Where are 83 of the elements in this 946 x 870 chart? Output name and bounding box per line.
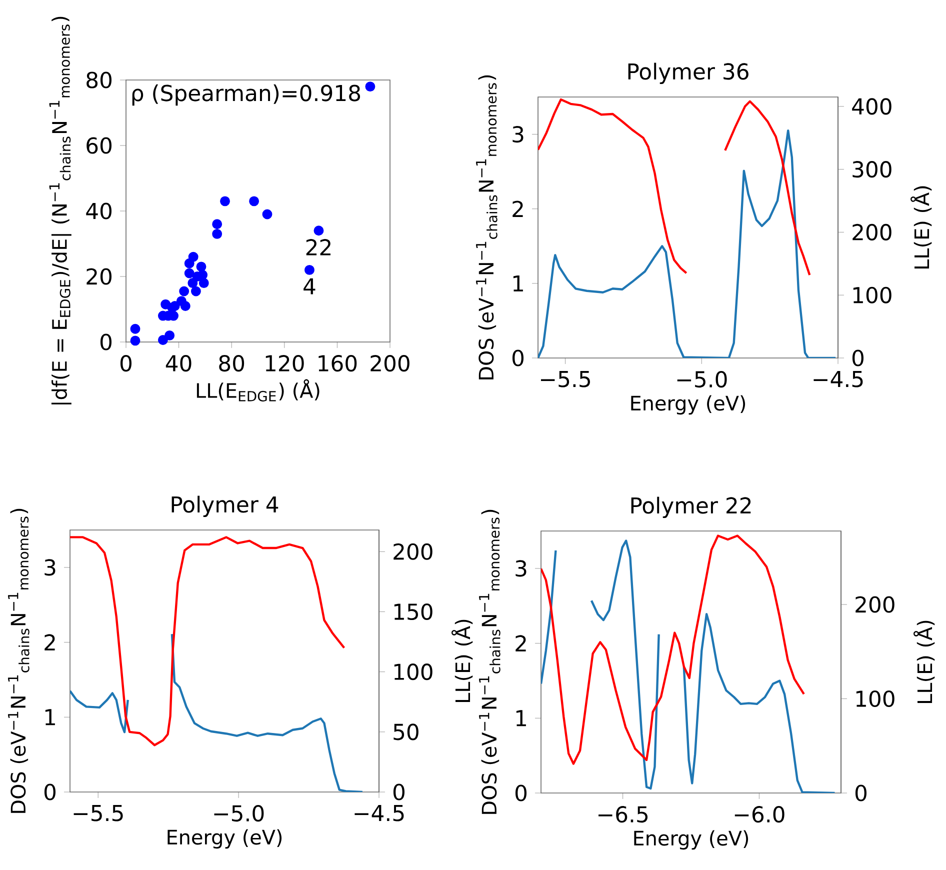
point	[188, 252, 198, 262]
point	[164, 330, 175, 340]
point	[184, 268, 194, 278]
point	[212, 219, 222, 230]
y2-tick-label: 0	[855, 784, 866, 802]
x-tick-label: 160	[318, 355, 357, 372]
x-tick-label: −5.0	[214, 805, 264, 822]
x-axis-title: Energy (eV)	[168, 829, 282, 849]
x-axis-title: LL(E$_{EDGE}$) (Å)	[196, 379, 320, 402]
point	[198, 278, 209, 288]
point	[130, 324, 140, 334]
point	[130, 336, 140, 346]
y2-axis-title: LL(E) (Å)	[452, 620, 473, 702]
x-tick-label: −4.5	[354, 805, 404, 822]
y2-tick-label: 0	[393, 784, 404, 800]
point	[180, 300, 190, 311]
x-tick-label: 0	[120, 355, 132, 372]
text: |df(E = E$_{EDGE}$)/dE| (N$^{−1}$$_{chains}$N$^{−1}$$_{monomers}$)	[49, 16, 72, 404]
point	[212, 228, 222, 239]
point	[179, 286, 190, 296]
chart-title: Polymer 36	[628, 62, 748, 84]
y2-tick-label: 100	[856, 690, 894, 708]
x-tick-label: −5.0	[677, 371, 727, 388]
y-tick-label: 0	[515, 784, 527, 802]
y-tick-label: 40	[86, 202, 112, 220]
text: DOS (eV$^{−1}$N$^{−1}$$_{chains}$N$^{−1}$$_{monomers}$)	[476, 75, 498, 380]
y2-tick-label: 100	[394, 664, 432, 680]
line-series	[541, 534, 806, 765]
y2-axis-title: LL(E) (Å)	[910, 186, 932, 268]
y2-tick-label: 200	[394, 543, 432, 560]
chart-title: Polymer 22	[631, 496, 751, 518]
annotation: 22	[306, 239, 330, 256]
text: DOS (eV$^{−1}$N$^{−1}$$_{chains}$N$^{−1}$$_{monomers}$)	[479, 510, 500, 814]
y-tick-label: 60	[86, 137, 112, 154]
y-tick-label: 3	[516, 560, 526, 577]
y2-tick-label: 400	[852, 98, 892, 115]
y2-tick-label: 200	[856, 596, 894, 613]
x-axis-title: Energy (eV)	[631, 395, 746, 415]
y-tick-label: 80	[86, 72, 112, 88]
y2-tick-label: 100	[853, 286, 892, 304]
y-tick-label: 1	[45, 709, 55, 726]
y2-axis-title: LL(E) (Å)	[914, 620, 935, 703]
point	[170, 300, 180, 311]
y-tick-label: 1	[513, 275, 523, 292]
point	[198, 270, 208, 280]
x-tick-label: 80	[219, 355, 244, 372]
annotation: 4	[304, 278, 316, 294]
x-tick-label: −6.0	[734, 806, 784, 823]
point	[249, 196, 260, 206]
y-tick-label: 2	[512, 200, 523, 217]
point	[220, 196, 230, 206]
y2-tick-label: 150	[394, 603, 432, 620]
y2-tick-label: 200	[852, 224, 892, 240]
y2-tick-label: 300	[852, 161, 892, 178]
y-tick-label: 0	[100, 334, 112, 350]
point	[196, 262, 206, 272]
y-tick-label: 3	[44, 559, 56, 576]
line-series	[538, 129, 837, 358]
y-tick-label: 2	[516, 635, 526, 652]
y-tick-label: 1	[516, 710, 526, 726]
x-tick-label: 40	[166, 355, 192, 372]
y-tick-label: 20	[86, 268, 112, 285]
point	[262, 209, 272, 220]
point	[304, 264, 314, 275]
y-tick-label: 3	[512, 126, 524, 143]
point	[314, 226, 324, 236]
x-tick-label: −4.5	[814, 371, 863, 388]
x-tick-label: 200	[370, 355, 410, 372]
point	[365, 82, 376, 92]
point	[190, 286, 201, 296]
annotation: ρ (Spearman)=0.918	[132, 84, 360, 106]
x-tick-label: −5.5	[540, 371, 590, 388]
x-tick-label: −5.5	[74, 805, 123, 822]
point	[158, 335, 168, 346]
line-series	[70, 536, 346, 746]
y-tick-label: 2	[44, 634, 55, 650]
x-axis-title: Energy (eV)	[634, 830, 748, 850]
x-tick-label: 120	[266, 355, 304, 372]
y-tick-label: 0	[44, 784, 56, 800]
x-tick-label: −6.5	[598, 806, 648, 823]
chart-title: Polymer 4	[172, 496, 278, 517]
text: DOS (eV$^{−1}$N$^{−1}$$_{chains}$N$^{−1}$$_{monomers}$)	[8, 508, 30, 813]
y2-tick-label: 50	[394, 724, 418, 740]
